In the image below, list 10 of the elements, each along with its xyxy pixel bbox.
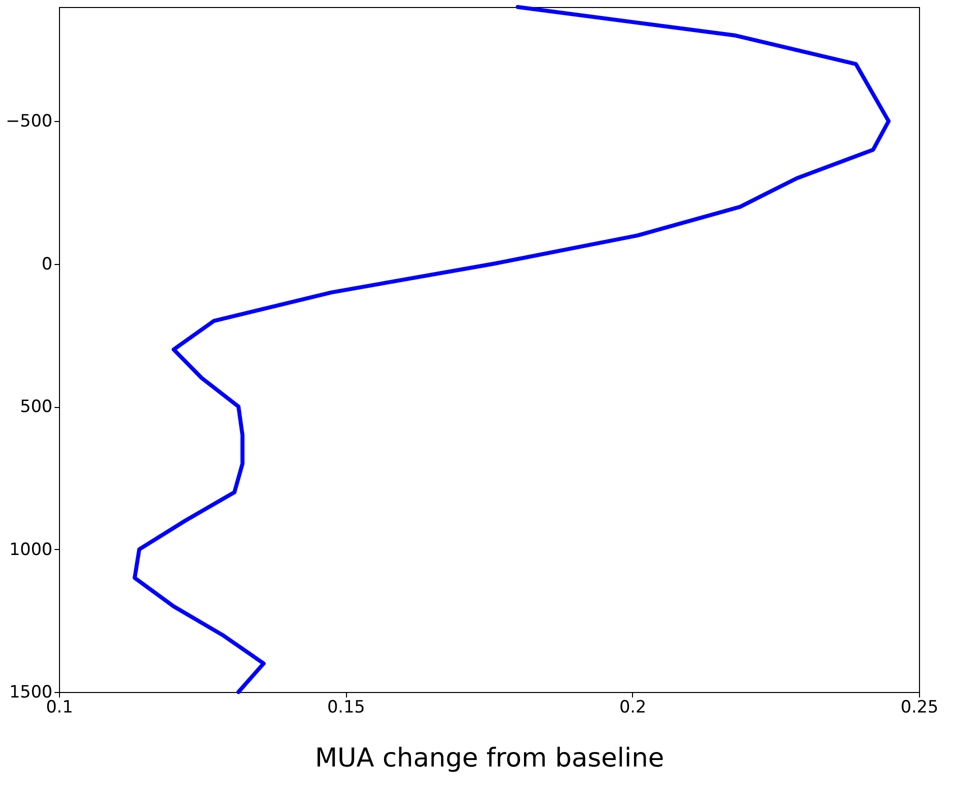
y-tick-label: −500 <box>6 112 52 132</box>
y-tick-label: 0 <box>42 254 52 274</box>
x-tick-label: 0.15 <box>327 698 366 718</box>
x-tick-label: 0.1 <box>46 698 74 718</box>
x-tick-label: 0.25 <box>900 698 938 718</box>
y-tick-label: 1000 <box>9 540 52 560</box>
x-tick-label: 0.2 <box>619 698 646 718</box>
y-tick-label: 500 <box>20 397 52 418</box>
line-series <box>132 5 891 694</box>
x-axis-title: MUA change from baseline <box>314 744 664 774</box>
